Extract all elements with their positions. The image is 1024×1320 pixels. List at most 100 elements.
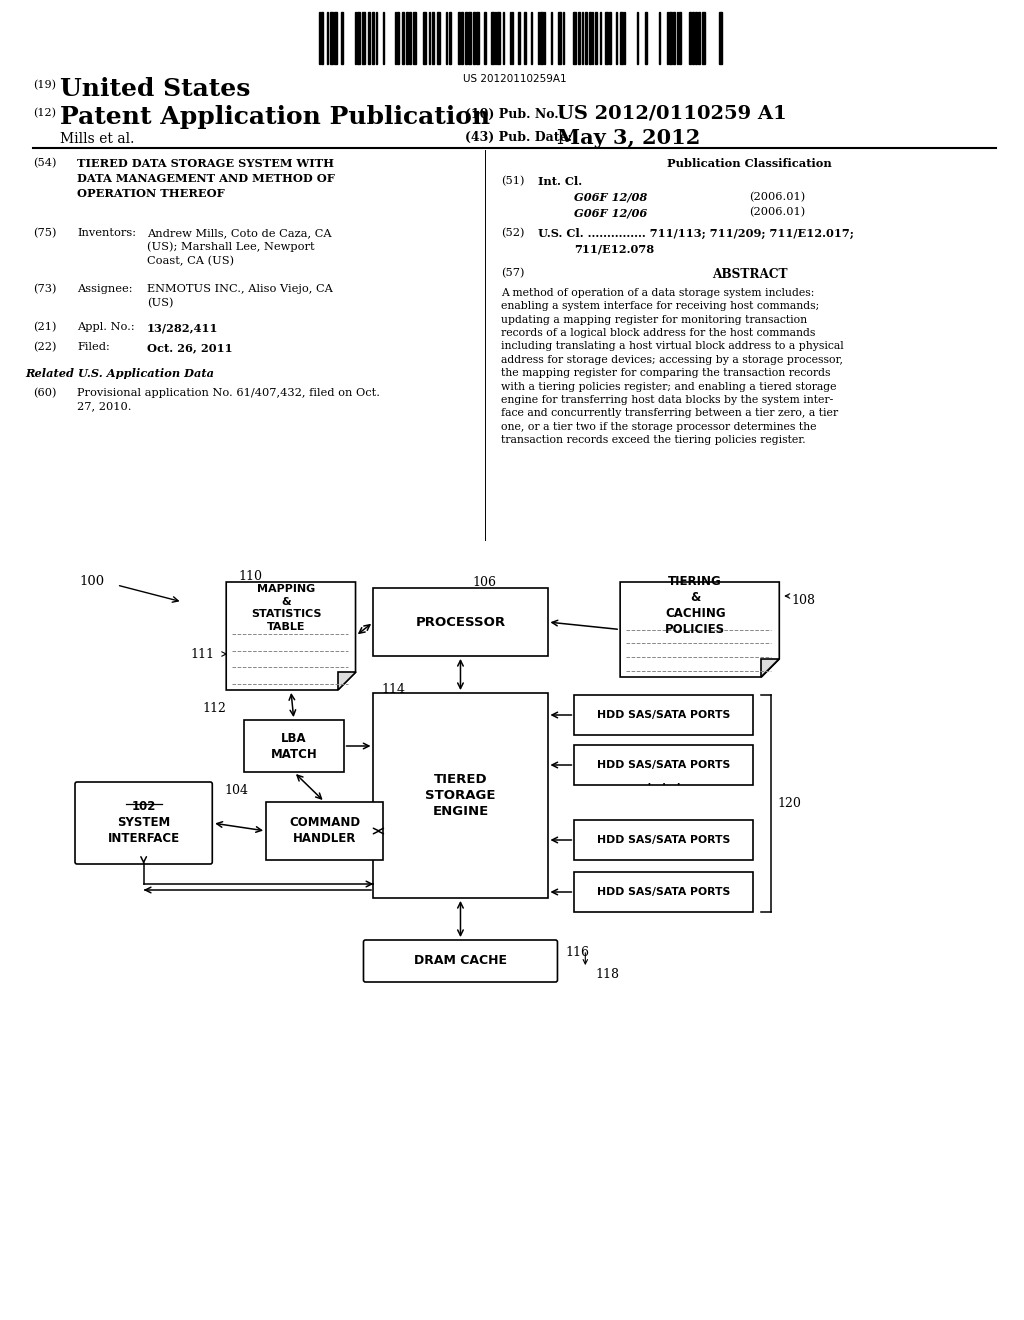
Text: Publication Classification: Publication Classification [667,158,831,169]
Bar [330,12,333,63]
Text: May 3, 2012: May 3, 2012 [557,128,700,148]
Bar [579,12,581,63]
Text: HDD SAS/SATA PORTS: HDD SAS/SATA PORTS [597,760,730,770]
Bar [574,744,754,785]
Text: (60): (60) [33,388,56,399]
Text: Andrew Mills, Coto de Caza, CA
(US); Marshall Lee, Newport
Coast, CA (US): Andrew Mills, Coto de Caza, CA (US); Mar… [146,228,331,267]
Bar [490,12,494,63]
Bar [497,12,500,63]
Text: LBA
MATCH: LBA MATCH [270,731,317,760]
Text: 116: 116 [565,946,590,960]
Text: TIERED DATA STORAGE SYSTEM WITH
DATA MANAGEMENT AND METHOD OF
OPERATION THEREOF: TIERED DATA STORAGE SYSTEM WITH DATA MAN… [77,158,335,199]
Bar [558,12,561,63]
Text: (57): (57) [501,268,524,279]
Bar [341,12,343,63]
Bar [266,803,383,861]
Bar [586,12,588,63]
Bar [518,12,519,63]
Bar [458,12,460,63]
Text: HDD SAS/SATA PORTS: HDD SAS/SATA PORTS [597,836,730,845]
Text: (19): (19) [33,81,56,90]
Bar [369,12,371,63]
Bar [465,12,467,63]
Text: 112: 112 [203,702,226,715]
Text: (75): (75) [33,228,56,239]
Bar [573,12,577,63]
Text: 106: 106 [472,576,497,589]
Text: 108: 108 [792,594,815,607]
Bar [540,12,543,63]
Bar [450,12,451,63]
Text: TIERED
STORAGE
ENGINE: TIERED STORAGE ENGINE [425,774,496,818]
Text: 13/282,411: 13/282,411 [146,322,218,333]
Text: ·  ·  ·: · · · [647,777,681,792]
Text: Int. Cl.: Int. Cl. [538,176,582,187]
Text: (54): (54) [33,158,56,169]
FancyBboxPatch shape [75,781,212,865]
Bar [609,12,611,63]
FancyBboxPatch shape [364,940,557,982]
Text: Inventors:: Inventors: [77,228,136,238]
Text: Appl. No.:: Appl. No.: [77,322,134,333]
Bar [701,12,705,63]
Text: TIERING
&
CACHING
POLICIES: TIERING & CACHING POLICIES [665,576,726,636]
Text: Mills et al.: Mills et al. [60,132,134,147]
Text: 100: 100 [80,576,104,587]
Text: MAPPING
&
STATISTICS
TABLE: MAPPING & STATISTICS TABLE [251,585,322,631]
Text: 118: 118 [595,968,620,981]
Text: (22): (22) [33,342,56,352]
Bar [669,12,672,63]
Text: 110: 110 [239,570,262,583]
Text: ENMOTUS INC., Aliso Viejo, CA
(US): ENMOTUS INC., Aliso Viejo, CA (US) [146,284,333,308]
Bar [397,12,399,63]
Text: Patent Application Publication: Patent Application Publication [60,106,490,129]
Bar [589,12,591,63]
Bar [414,12,416,63]
Bar [697,12,699,63]
Text: Oct. 26, 2011: Oct. 26, 2011 [146,342,232,352]
Text: 102
SYSTEM
INTERFACE: 102 SYSTEM INTERFACE [108,800,179,846]
Bar [605,12,608,63]
Text: (2006.01): (2006.01) [750,191,806,202]
Bar [621,12,624,63]
Polygon shape [226,582,355,690]
Bar [432,12,434,63]
Bar [679,12,681,63]
Text: 111: 111 [190,648,214,660]
Polygon shape [762,659,779,677]
Text: 711/E12.078: 711/E12.078 [574,243,654,253]
Text: (21): (21) [33,322,56,333]
Text: A method of operation of a data storage system includes:
enabling a system inter: A method of operation of a data storage … [501,288,844,445]
Bar [373,12,375,63]
Text: US 20120110259A1: US 20120110259A1 [463,74,566,84]
Text: 114: 114 [381,682,406,696]
Polygon shape [621,582,779,677]
Bar [574,696,754,735]
Bar [461,12,463,63]
Text: Filed:: Filed: [77,342,110,352]
Bar [523,12,525,63]
Bar [410,12,412,63]
Text: COMMAND
HANDLER: COMMAND HANDLER [289,817,360,846]
Bar [356,12,359,63]
Bar [694,12,696,63]
Text: Provisional application No. 61/407,432, filed on Oct.
27, 2010.: Provisional application No. 61/407,432, … [77,388,380,412]
Text: Assignee:: Assignee: [77,284,132,294]
Text: HDD SAS/SATA PORTS: HDD SAS/SATA PORTS [597,887,730,898]
Bar [423,12,426,63]
Text: U.S. Cl. ............... 711/113; 711/209; 711/E12.017;: U.S. Cl. ............... 711/113; 711/20… [538,228,853,239]
Text: US 2012/0110259 A1: US 2012/0110259 A1 [557,106,787,123]
Bar [673,12,675,63]
Bar [574,820,754,861]
Bar [321,12,323,63]
Bar [645,12,647,63]
Text: (2006.01): (2006.01) [750,207,806,218]
Bar [437,12,440,63]
Text: United States: United States [60,77,251,102]
Text: HDD SAS/SATA PORTS: HDD SAS/SATA PORTS [597,710,730,719]
Polygon shape [338,672,355,690]
Text: 104: 104 [224,784,248,797]
Bar [402,12,404,63]
Bar [476,12,479,63]
Bar [473,12,475,63]
